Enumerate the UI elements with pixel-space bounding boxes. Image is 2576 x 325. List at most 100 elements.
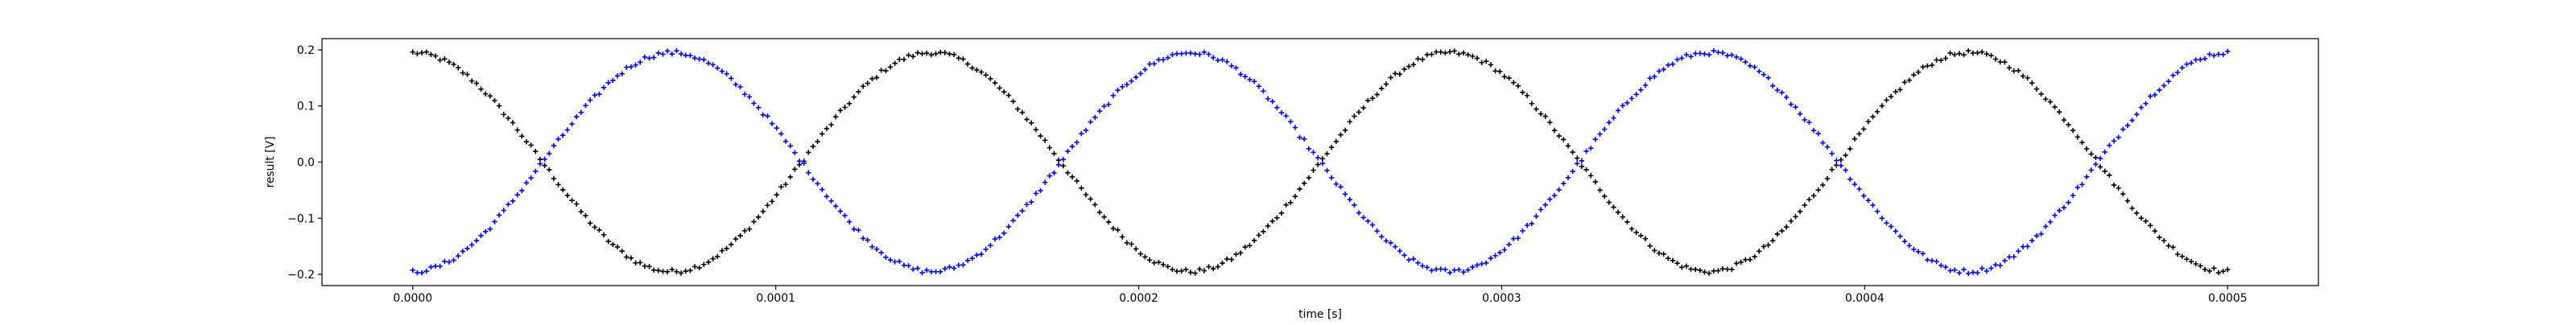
data-point [897, 258, 902, 265]
data-point [2038, 91, 2044, 97]
data-point [1165, 55, 1170, 61]
data-point [760, 112, 766, 117]
data-point [501, 208, 506, 213]
data-point [851, 94, 857, 100]
data-point [1606, 200, 1612, 205]
data-point [1419, 56, 1426, 63]
data-point [683, 268, 688, 274]
data-point [1538, 207, 1544, 212]
x-tick-label: 0.0004 [1845, 292, 1885, 305]
data-point [883, 68, 889, 74]
data-point [1997, 59, 2003, 65]
data-point [1975, 50, 1980, 56]
data-point [1856, 131, 1862, 137]
data-point [1711, 268, 1716, 274]
data-point [2174, 69, 2181, 76]
data-point [1601, 193, 1608, 200]
data-point [614, 73, 621, 79]
data-point [1038, 133, 1043, 139]
data-point [1715, 268, 1721, 274]
data-point [1715, 49, 1721, 56]
data-point [906, 263, 911, 269]
data-point [2020, 244, 2026, 249]
data-point [1124, 81, 1130, 88]
data-point [837, 108, 844, 113]
data-point [1810, 127, 1817, 134]
data-point [1197, 51, 1203, 57]
data-point [1561, 181, 1567, 187]
data-point [1160, 261, 1166, 268]
data-point [2093, 154, 2099, 161]
data-point [1601, 126, 1608, 132]
data-point [1942, 264, 1949, 270]
data-point [1046, 173, 1052, 179]
data-point [597, 91, 602, 97]
data-point [1261, 88, 1266, 94]
data-point [778, 131, 784, 137]
data-point [664, 48, 671, 54]
data-point [1620, 103, 1625, 109]
data-point [1561, 137, 1567, 142]
data-point [2202, 266, 2208, 272]
data-point [523, 138, 530, 145]
data-point [969, 256, 975, 261]
data-point [473, 80, 480, 86]
data-point [1015, 212, 1021, 218]
data-point [1992, 56, 1999, 62]
data-point [1911, 72, 1917, 78]
data-point [1211, 55, 1216, 60]
data-point [1688, 266, 1694, 272]
data-point [1597, 187, 1603, 193]
data-point [2220, 51, 2226, 58]
data-point [1438, 49, 1443, 55]
data-point [856, 227, 861, 233]
data-point [969, 65, 975, 71]
plot-background [322, 39, 2318, 286]
data-point [1938, 57, 1944, 64]
data-point [1352, 113, 1357, 119]
data-point [1779, 89, 1785, 96]
data-point [610, 241, 616, 248]
data-point [729, 76, 734, 81]
data-point [1211, 265, 1216, 272]
data-point [1583, 167, 1589, 173]
data-point [1460, 50, 1467, 56]
data-point [1606, 120, 1612, 125]
data-point [1028, 199, 1034, 205]
data-point [456, 65, 461, 71]
data-point [482, 228, 489, 234]
data-point [1015, 106, 1021, 112]
data-point [892, 60, 898, 66]
data-point [1319, 156, 1326, 162]
data-point [1297, 186, 1302, 192]
data-point [2134, 210, 2140, 216]
data-point [437, 263, 443, 269]
data-point [1488, 62, 1494, 68]
data-point [724, 245, 729, 252]
data-point [778, 184, 784, 190]
data-point [765, 113, 770, 119]
data-point [1347, 196, 1352, 203]
data-point [1402, 66, 1407, 72]
data-point [601, 232, 607, 238]
data-point [451, 61, 456, 68]
data-point [851, 226, 857, 232]
data-point [1179, 268, 1184, 274]
data-point [1615, 108, 1621, 113]
data-point [1638, 232, 1644, 239]
data-point [1388, 240, 1393, 246]
data-point [1733, 54, 1740, 60]
data-point [1415, 260, 1421, 265]
data-point [2057, 109, 2062, 115]
data-point [1743, 257, 1748, 263]
data-point [528, 175, 534, 181]
data-point [1106, 219, 1112, 225]
data-point [755, 214, 762, 220]
data-point [1856, 186, 1862, 192]
data-point [1925, 63, 1930, 69]
data-point [687, 52, 693, 59]
data-point [906, 52, 911, 58]
data-point [1542, 113, 1548, 119]
data-point [1447, 269, 1453, 276]
data-point [1752, 253, 1757, 260]
